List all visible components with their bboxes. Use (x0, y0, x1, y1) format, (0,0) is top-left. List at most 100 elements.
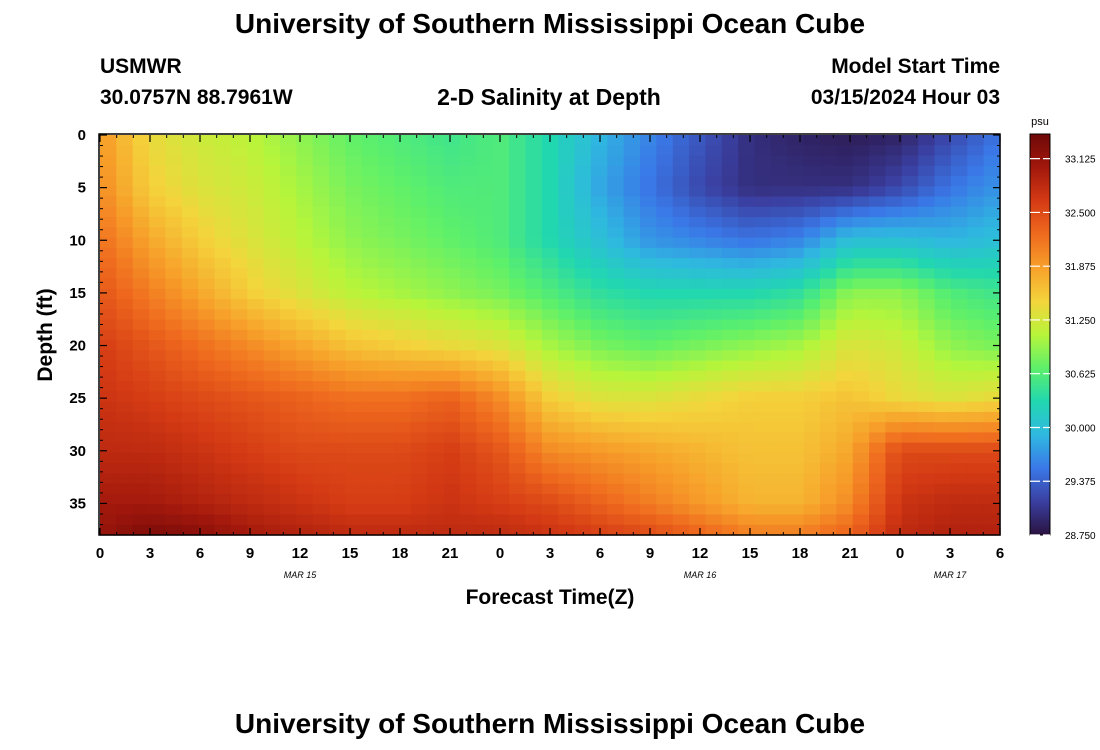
heatmap-cell (820, 391, 837, 403)
x-tick-label: 18 (792, 545, 809, 562)
heatmap-cell (738, 268, 756, 280)
heatmap-cell (181, 483, 199, 495)
heatmap-cell (852, 196, 870, 208)
heatmap-cell (525, 391, 543, 403)
heatmap-cell (852, 463, 870, 475)
heatmap-cell (541, 319, 559, 331)
heatmap-cell (885, 155, 903, 167)
heatmap-cell (427, 319, 445, 331)
heatmap-cell (525, 165, 543, 177)
heatmap-cell (410, 258, 428, 269)
heatmap-cell (983, 432, 1001, 444)
heatmap-cell (705, 473, 723, 485)
heatmap-cell (738, 370, 756, 382)
heatmap-cell (198, 247, 216, 259)
heatmap-cell (198, 227, 216, 239)
heatmap-cell (476, 391, 494, 403)
heatmap-cell (541, 422, 559, 434)
heatmap-cell (640, 473, 657, 485)
heatmap-cell (345, 206, 363, 218)
heatmap-cell (460, 258, 477, 269)
heatmap-cell (607, 463, 625, 475)
heatmap-cell (116, 514, 134, 526)
heatmap-cell (754, 309, 772, 321)
heatmap-cell (656, 145, 674, 157)
heatmap-cell (803, 135, 821, 146)
heatmap-cell (509, 422, 527, 434)
heatmap-cell (345, 381, 363, 393)
heatmap-cell (672, 401, 690, 413)
heatmap-cell (918, 155, 936, 167)
heatmap-cell (836, 381, 854, 393)
heatmap-cell (770, 278, 788, 290)
heatmap-cell (361, 278, 379, 290)
heatmap-cell (247, 165, 265, 177)
heatmap-cell (312, 309, 330, 321)
heatmap-cell (770, 288, 788, 300)
heatmap-cell (558, 299, 576, 310)
page-title: University of Southern Mississippi Ocean… (234, 8, 866, 39)
heatmap-cell (361, 309, 379, 321)
heatmap-cell (443, 227, 461, 239)
heatmap-cell (100, 258, 117, 269)
heatmap-cell (918, 514, 936, 526)
heatmap-cell (509, 206, 527, 218)
colorbar-bar (1029, 133, 1051, 536)
heatmap-cell (705, 288, 723, 300)
heatmap-cell (165, 340, 183, 351)
heatmap-cell (721, 145, 739, 157)
x-tick-label: 12 (692, 545, 709, 562)
heatmap-cell (770, 155, 788, 167)
heatmap-cell (165, 401, 183, 413)
heatmap-cell (132, 360, 150, 372)
heatmap-cell (574, 360, 592, 372)
heatmap-cell (738, 524, 756, 536)
heatmap-cell (247, 504, 265, 516)
heatmap-cell (836, 473, 854, 485)
heatmap-cell (443, 217, 461, 228)
heatmap-cell (116, 227, 134, 239)
heatmap-cell (280, 381, 297, 393)
heatmap-cell (574, 422, 592, 434)
heatmap-cell (476, 247, 494, 259)
heatmap-cell (950, 268, 968, 280)
heatmap-cell (950, 299, 968, 310)
heatmap-cell (329, 360, 347, 372)
heatmap-cell (312, 186, 330, 198)
heatmap-cell (590, 493, 608, 505)
heatmap-cell (640, 422, 657, 434)
heatmap-cell (558, 227, 576, 239)
heatmap-cell (983, 217, 1001, 228)
heatmap-cell (672, 504, 690, 516)
heatmap-cell (623, 381, 641, 393)
heatmap-cell (296, 319, 314, 331)
heatmap-cell (623, 186, 641, 198)
heatmap-cell (574, 524, 592, 536)
heatmap-cell (689, 196, 707, 208)
x-tick-label: 15 (342, 545, 359, 562)
heatmap-cell (836, 268, 854, 280)
heatmap-cell (852, 350, 870, 362)
heatmap-cell (885, 278, 903, 290)
heatmap-cell (820, 268, 837, 280)
heatmap-cell (656, 401, 674, 413)
heatmap-cell (770, 473, 788, 485)
heatmap-cell (443, 483, 461, 495)
heatmap-cell (656, 473, 674, 485)
heatmap-cell (656, 206, 674, 218)
heatmap-cell (427, 442, 445, 454)
heatmap-cell (950, 391, 968, 403)
heatmap-cell (312, 237, 330, 249)
heatmap-cell (181, 452, 199, 464)
heatmap-cell (869, 135, 887, 146)
heatmap-cell (181, 237, 199, 249)
heatmap-cell (116, 432, 134, 444)
heatmap-cell (672, 288, 690, 300)
heatmap-cell (361, 340, 379, 351)
heatmap-cell (967, 483, 985, 495)
heatmap-cell (132, 268, 150, 280)
heatmap-cell (705, 176, 723, 187)
heatmap-cell (574, 196, 592, 208)
heatmap-cell (623, 504, 641, 516)
heatmap-cell (214, 381, 232, 393)
